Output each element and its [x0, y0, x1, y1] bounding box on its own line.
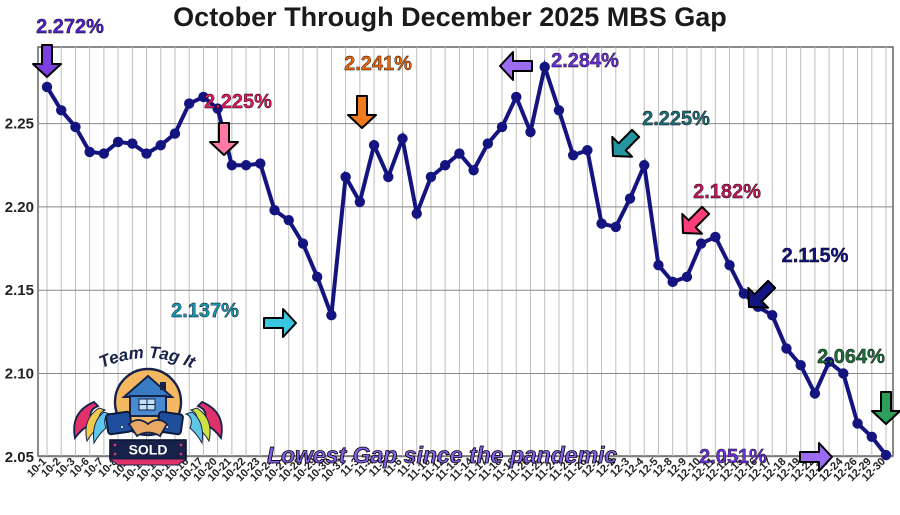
- svg-text:2.241%: 2.241%: [344, 53, 412, 75]
- svg-text:Lowest Gap since the pandemic: Lowest Gap since the pandemic: [267, 442, 617, 468]
- svg-text:2.051%: 2.051%: [699, 446, 767, 468]
- svg-text:2.20: 2.20: [5, 199, 34, 216]
- svg-text:2.225%: 2.225%: [642, 108, 710, 130]
- svg-text:2.064%: 2.064%: [817, 346, 885, 368]
- svg-text:2.284%: 2.284%: [551, 50, 619, 72]
- svg-text:2.10: 2.10: [5, 366, 34, 383]
- svg-text:2.137%: 2.137%: [171, 300, 239, 322]
- svg-text:SOLD: SOLD: [129, 442, 168, 458]
- svg-text:2.115%: 2.115%: [782, 245, 849, 267]
- svg-text:2.05: 2.05: [5, 449, 34, 466]
- svg-text:2.15: 2.15: [5, 282, 34, 299]
- svg-text:2.182%: 2.182%: [693, 181, 761, 203]
- svg-text:2.225%: 2.225%: [204, 91, 272, 113]
- svg-text:2.25: 2.25: [5, 116, 34, 133]
